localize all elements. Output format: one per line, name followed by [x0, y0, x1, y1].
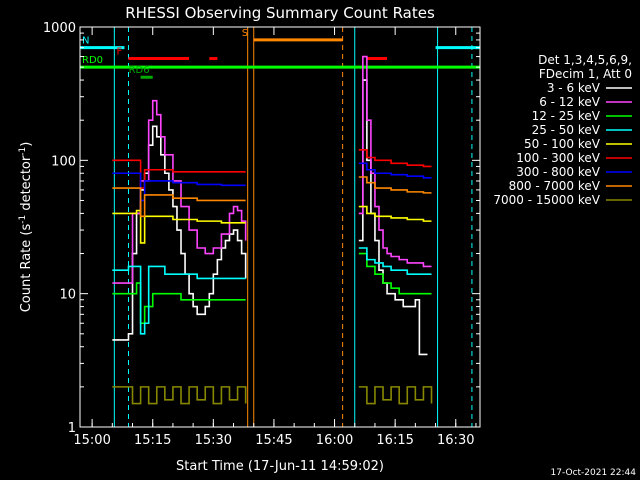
- series-line: [358, 252, 432, 295]
- legend-label: 100 - 300 keV: [516, 151, 600, 165]
- series-line: [358, 247, 432, 275]
- legend-label: 3 - 6 keV: [547, 81, 601, 95]
- y-tick-label: 10: [59, 288, 76, 303]
- y-axis-label-exp2: -1: [18, 147, 28, 156]
- x-tick-label: 16:00: [316, 433, 353, 448]
- y-axis-label-end: ): [19, 142, 34, 147]
- series-line: [358, 162, 432, 179]
- legend-label: 300 - 800 keV: [516, 165, 600, 179]
- legend-label: 12 - 25 keV: [532, 109, 601, 123]
- plot-frame: [79, 26, 481, 428]
- series-line: [112, 386, 247, 405]
- x-tick-label: 15:30: [195, 433, 232, 448]
- plot-area: N F RD0 RD6 S: [80, 27, 480, 427]
- y-tick-label: 1000: [43, 21, 76, 36]
- series-line: [358, 386, 433, 405]
- x-tick-label: 16:30: [437, 433, 474, 448]
- flag-label-f: F: [116, 47, 122, 58]
- legend-label: 6 - 12 keV: [539, 95, 601, 109]
- y-axis-label-main: Count Rate (s: [19, 224, 34, 313]
- series-line: [112, 159, 246, 189]
- series-line: [112, 265, 246, 335]
- series-line: [112, 282, 246, 325]
- legend-header-2: FDecim 1, Att 0: [539, 67, 632, 81]
- legend-label: 800 - 7000 keV: [509, 179, 601, 193]
- series-line: [358, 79, 428, 356]
- flag-label-rd0: RD0: [82, 55, 103, 66]
- legend: Det 1,3,4,5,6,9, FDecim 1, Att 0 3 - 6 k…: [493, 53, 632, 207]
- x-tick-label: 15:00: [73, 433, 110, 448]
- y-tick-label: 1: [68, 421, 76, 436]
- series-line: [112, 172, 246, 202]
- x-tick-label: 15:45: [255, 433, 292, 448]
- series-line: [112, 209, 246, 244]
- flag-label-s: S: [242, 28, 248, 39]
- y-axis-label-mid: detector: [19, 155, 34, 215]
- series-line: [358, 148, 432, 168]
- footer-timestamp: 17-Oct-2021 22:44: [551, 468, 637, 478]
- legend-label: 25 - 50 keV: [532, 123, 601, 137]
- legend-header-1: Det 1,3,4,5,6,9,: [538, 53, 632, 67]
- legend-label: 7000 - 15000 keV: [493, 193, 600, 207]
- y-axis-label-exp1: -1: [18, 215, 28, 224]
- chart-title: RHESSI Observing Summary Count Rates: [125, 4, 435, 22]
- series-line: [112, 99, 247, 284]
- series-line: [358, 176, 432, 194]
- series-line: [358, 55, 432, 268]
- series-line: [358, 205, 432, 222]
- flag-label-n: N: [82, 36, 89, 47]
- y-axis-label: Count Rate (s-1 detector-1): [18, 142, 34, 313]
- legend-label: 50 - 100 keV: [524, 137, 601, 151]
- series-line: [112, 187, 246, 218]
- x-tick-label: 15:15: [134, 433, 171, 448]
- x-axis-label: Start Time (17-Jun-11 14:59:02): [176, 459, 384, 474]
- y-tick-label: 100: [51, 154, 76, 169]
- x-tick-label: 16:15: [376, 433, 413, 448]
- flag-label-rd6: RD6: [129, 65, 150, 76]
